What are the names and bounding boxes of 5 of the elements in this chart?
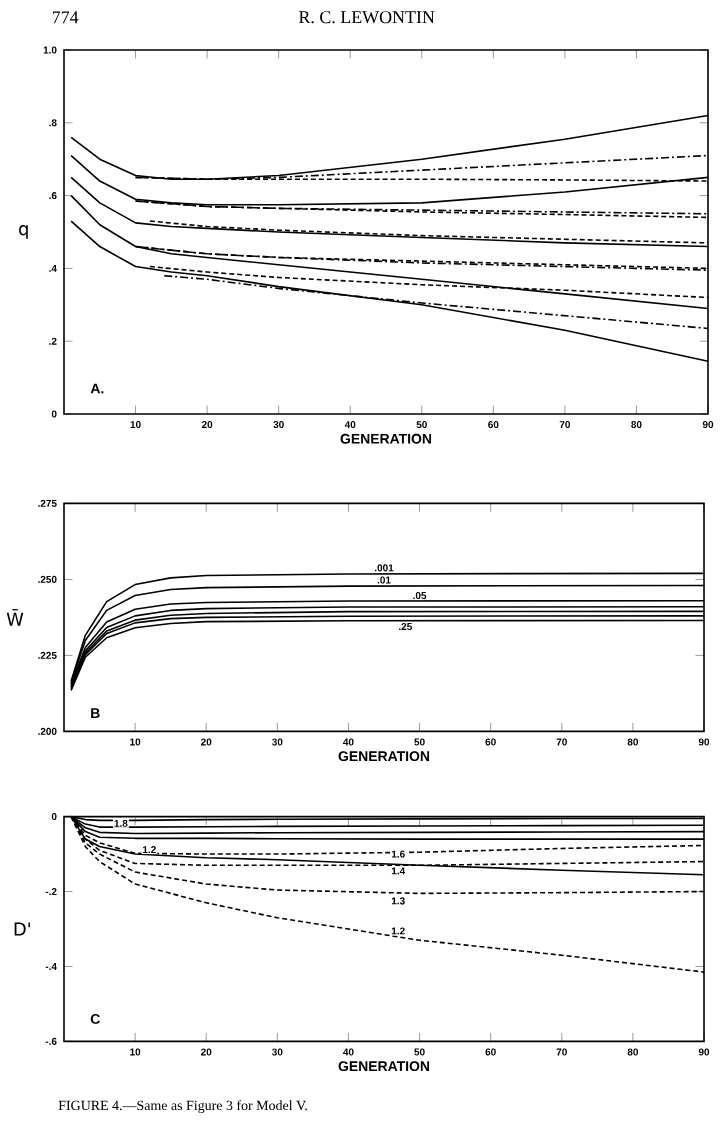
chart-title: R. C. LEWONTIN [298,11,435,24]
y-axis-title: W̄ [6,609,24,626]
y-axis-title: D' [14,922,30,936]
y-axis-title: q [19,225,28,239]
text: 774 [52,11,79,24]
